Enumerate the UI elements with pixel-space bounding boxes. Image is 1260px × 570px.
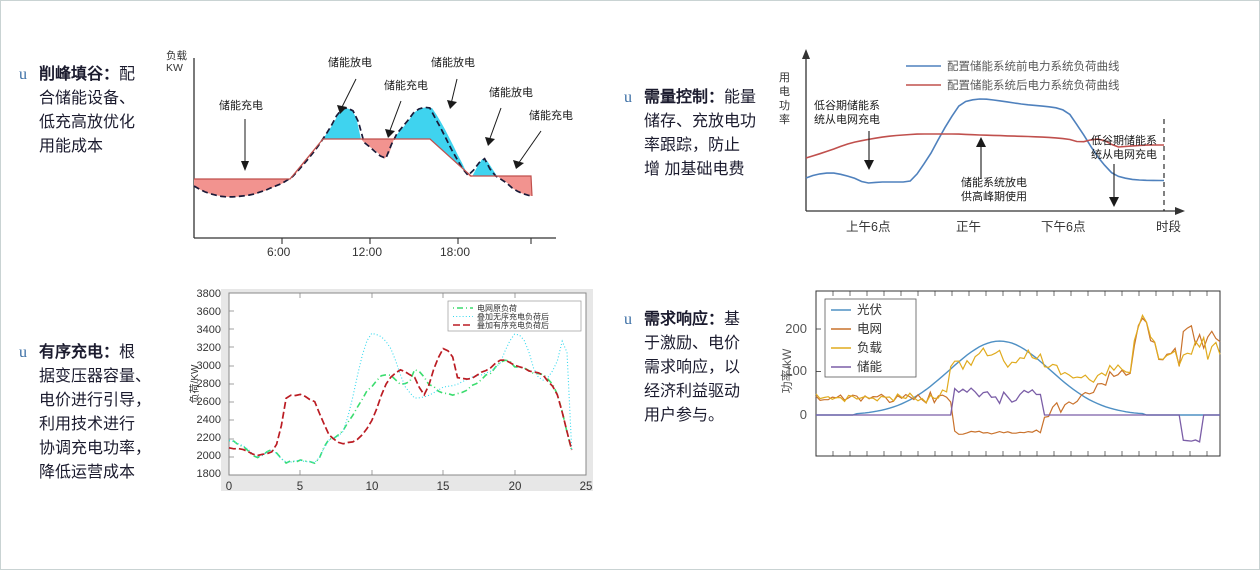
- svg-text:1800: 1800: [197, 468, 221, 480]
- svg-text:10: 10: [366, 481, 379, 493]
- svg-text:储能放电: 储能放电: [489, 85, 533, 99]
- svg-text:3800: 3800: [197, 288, 221, 300]
- svg-text:供高峰期使用: 供高峰期使用: [961, 189, 1027, 203]
- svg-text:统从电网充电: 统从电网充电: [814, 112, 880, 126]
- svg-text:储能系统放电: 储能系统放电: [961, 175, 1027, 189]
- svg-text:功率/kW: 功率/kW: [779, 348, 794, 393]
- svg-text:20: 20: [509, 481, 522, 493]
- svg-text:电: 电: [779, 85, 790, 98]
- svg-text:叠加无序充电负荷后: 叠加无序充电负荷后: [477, 312, 549, 322]
- svg-text:3200: 3200: [197, 342, 221, 354]
- svg-text:储能: 储能: [857, 359, 883, 374]
- svg-text:负载: 负载: [857, 341, 883, 355]
- svg-text:2000: 2000: [197, 450, 221, 462]
- svg-text:3400: 3400: [197, 324, 221, 336]
- svg-text:统从电网充电: 统从电网充电: [1091, 147, 1157, 161]
- svg-text:配置储能系统前电力系统负荷曲线: 配置储能系统前电力系统负荷曲线: [947, 59, 1120, 73]
- svg-text:负载: 负载: [166, 49, 187, 62]
- svg-text:3600: 3600: [197, 306, 221, 318]
- svg-text:KW: KW: [166, 62, 183, 74]
- svg-text:电网原负荷: 电网原负荷: [477, 303, 517, 313]
- svg-text:电网: 电网: [857, 322, 882, 336]
- svg-text:叠加有序充电负荷后: 叠加有序充电负荷后: [477, 320, 549, 330]
- svg-text:率: 率: [779, 112, 790, 126]
- svg-text:0: 0: [800, 407, 807, 422]
- svg-text:低谷期储能系: 低谷期储能系: [1091, 133, 1157, 147]
- svg-text:用: 用: [779, 72, 790, 84]
- svg-text:低谷期储能系: 低谷期储能系: [814, 98, 880, 112]
- svg-text:正午: 正午: [956, 220, 981, 234]
- svg-text:18:00: 18:00: [440, 245, 470, 259]
- svg-text:储能放电: 储能放电: [431, 55, 475, 69]
- svg-text:2200: 2200: [197, 432, 221, 444]
- svg-text:下午6点: 下午6点: [1041, 220, 1085, 234]
- svg-text:5: 5: [297, 481, 303, 493]
- svg-text:15: 15: [437, 481, 450, 493]
- svg-text:储能放电: 储能放电: [328, 55, 372, 69]
- svg-text:光伏: 光伏: [857, 303, 883, 317]
- svg-text:时段: 时段: [1156, 219, 1181, 234]
- svg-text:配置储能系统后电力系统负荷曲线: 配置储能系统后电力系统负荷曲线: [947, 78, 1120, 92]
- svg-text:功: 功: [779, 99, 790, 112]
- svg-text:上午6点: 上午6点: [846, 220, 890, 234]
- svg-text:25: 25: [580, 481, 593, 493]
- svg-text:6:00: 6:00: [267, 245, 291, 259]
- svg-text:负荷/KW: 负荷/KW: [188, 364, 201, 403]
- svg-text:200: 200: [785, 321, 807, 336]
- svg-text:储能充电: 储能充电: [384, 78, 428, 92]
- svg-text:储能充电: 储能充电: [529, 108, 573, 122]
- svg-text:12:00: 12:00: [352, 245, 382, 259]
- svg-text:0: 0: [226, 481, 232, 493]
- svg-text:储能充电: 储能充电: [219, 98, 263, 112]
- svg-text:2400: 2400: [197, 414, 221, 426]
